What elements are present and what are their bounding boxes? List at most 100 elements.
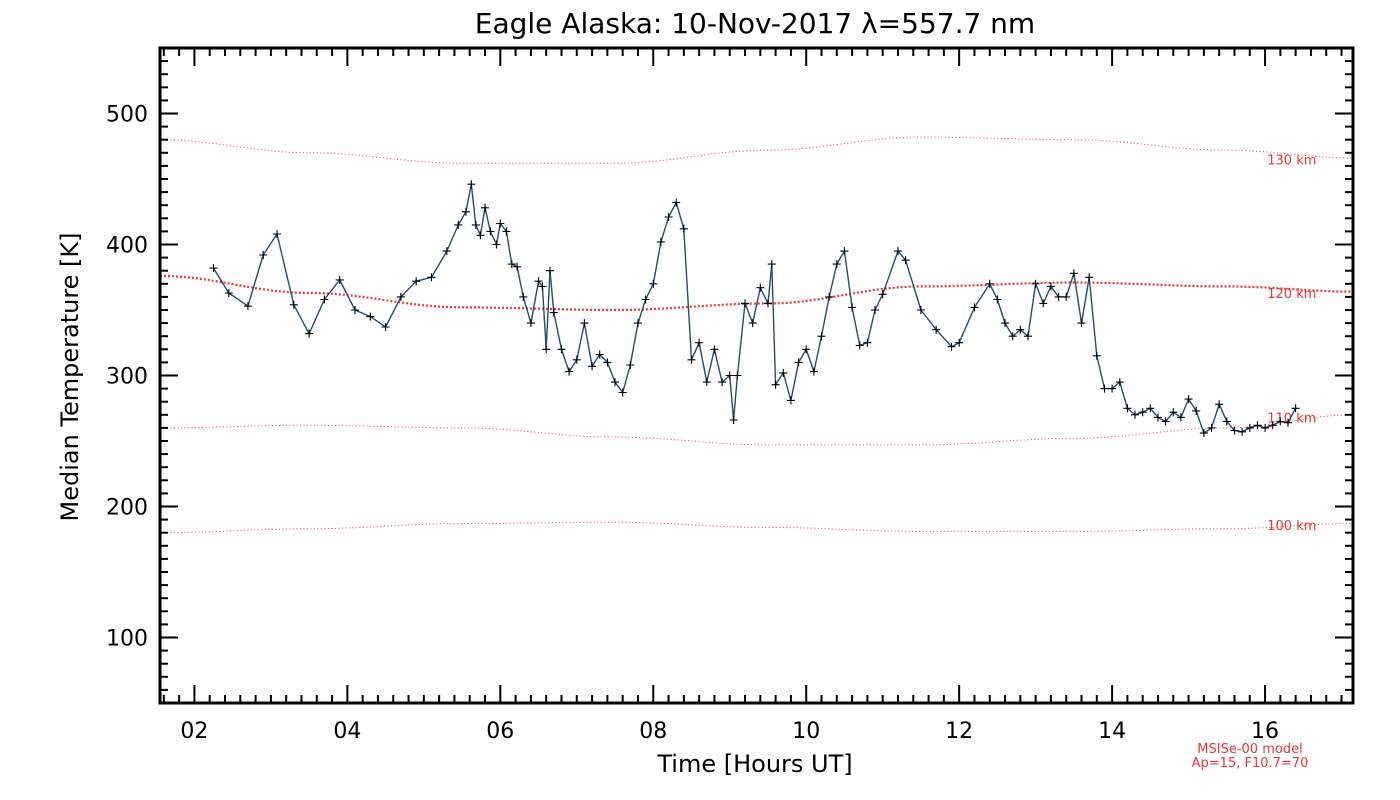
series-line	[212, 183, 1297, 434]
data-point	[679, 224, 688, 233]
data-point	[538, 282, 547, 291]
x-tick-label: 16	[1251, 719, 1279, 744]
data-point	[786, 396, 795, 405]
data-point	[649, 279, 658, 288]
data-point	[702, 378, 711, 387]
data-point	[947, 342, 956, 351]
x-tick-label: 14	[1098, 719, 1126, 744]
data-point	[565, 367, 574, 376]
model-curve-110km	[160, 414, 1354, 446]
data-point	[224, 289, 233, 297]
model-curves	[159, 136, 1354, 534]
data-point	[672, 198, 681, 207]
data-point	[467, 180, 476, 189]
chart-title: Eagle Alaska: 10-Nov-2017 λ=557.7 nm	[475, 7, 1035, 40]
data-point	[351, 306, 359, 314]
data-point	[320, 295, 329, 304]
data-point	[848, 303, 857, 312]
data-point	[832, 260, 841, 269]
data-point	[442, 247, 451, 256]
data-point	[817, 332, 826, 341]
data-point	[476, 231, 485, 240]
data-point	[1184, 395, 1193, 404]
data-point	[634, 319, 642, 328]
x-tick-label: 12	[945, 719, 973, 744]
data-point	[718, 378, 727, 387]
data-point	[427, 273, 436, 282]
model-curve-130km	[159, 136, 1353, 164]
data-point	[1268, 421, 1277, 430]
data-point	[496, 219, 505, 228]
data-point	[985, 279, 994, 288]
data-point	[1123, 404, 1132, 413]
x-tick-labels: 02 04 06 08 10 12 14 16	[180, 719, 1279, 744]
data-point	[756, 283, 765, 292]
data-point	[855, 341, 864, 350]
data-point	[729, 416, 738, 424]
model-label-130km: 130 km	[1267, 153, 1316, 168]
x-tick-label: 04	[333, 719, 361, 744]
data-point	[603, 358, 612, 367]
data-point	[794, 358, 803, 367]
data-point	[259, 251, 268, 259]
data-point	[1108, 384, 1117, 393]
data-point	[1138, 408, 1147, 417]
data-point	[1031, 279, 1040, 288]
data-point	[1016, 325, 1025, 334]
data-point	[779, 368, 788, 377]
data-point	[595, 350, 604, 359]
data-point	[502, 227, 511, 236]
data-point	[1238, 427, 1247, 436]
data-point	[932, 325, 941, 334]
data-point	[1001, 319, 1009, 328]
model-label-110km: 110 km	[1267, 411, 1316, 426]
data-point	[243, 302, 252, 311]
data-point	[1276, 417, 1285, 426]
y-tick-label: 500	[106, 103, 148, 128]
data-point	[1054, 292, 1063, 301]
y-axis-title: Median Temperature [K]	[56, 232, 84, 521]
data-point	[588, 362, 597, 371]
data-point	[1199, 429, 1208, 438]
data-point	[492, 240, 501, 249]
data-point	[626, 361, 635, 369]
y-tick-label: 300	[106, 365, 148, 390]
data-point	[1062, 292, 1071, 301]
data-point	[1039, 299, 1048, 308]
data-point	[611, 378, 619, 387]
data-point	[1008, 332, 1017, 341]
data-point	[970, 303, 979, 312]
data-point	[335, 275, 344, 284]
data-point	[580, 319, 589, 328]
y-tick-label: 400	[106, 234, 148, 259]
data-point	[305, 329, 314, 338]
data-point	[1077, 319, 1086, 328]
model-curve-labels: 130 km 120 km 110 km 100 km	[1267, 153, 1316, 533]
data-point	[733, 371, 742, 380]
data-point	[809, 367, 818, 376]
data-point	[1230, 426, 1239, 435]
data-point	[273, 230, 281, 238]
data-point	[687, 355, 696, 364]
data-point	[1245, 423, 1254, 432]
data-point	[710, 345, 719, 354]
data-point	[1085, 273, 1094, 282]
data-point	[471, 220, 480, 229]
data-point	[1261, 423, 1270, 432]
data-point	[546, 266, 554, 275]
data-point	[863, 338, 872, 347]
data-point	[1291, 404, 1300, 413]
data-point	[894, 247, 902, 256]
model-note-line1: MSISe-00 model	[1197, 742, 1302, 757]
x-tick-label: 10	[792, 719, 820, 744]
data-series	[212, 183, 1297, 434]
data-point	[486, 227, 495, 236]
data-markers	[209, 180, 1300, 438]
y-tick-label: 200	[106, 496, 148, 521]
data-point	[526, 319, 535, 328]
data-point	[741, 299, 749, 308]
data-point	[454, 220, 463, 229]
data-point	[381, 323, 390, 331]
data-point	[1146, 404, 1155, 413]
